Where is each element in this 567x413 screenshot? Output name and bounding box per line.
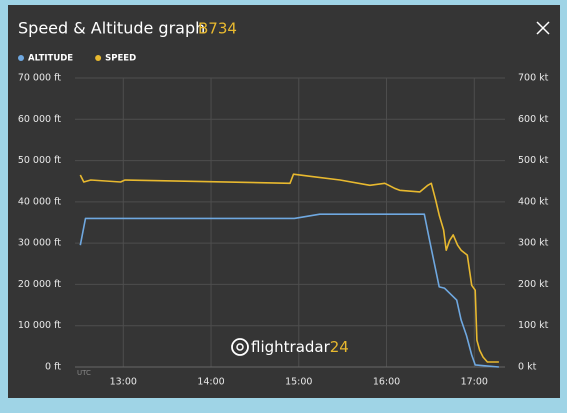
y-tick-label: 10 000 ft [18, 320, 61, 331]
y-tick-label: 70 000 ft [18, 73, 61, 84]
legend-swatch [18, 55, 24, 61]
x-axis-label: UTC [77, 369, 91, 377]
watermark-number: 24 [330, 338, 349, 356]
chart-subtitle: B734 [198, 20, 237, 38]
y2-tick-label: 100 kt [518, 320, 549, 331]
x-tick-label: 15:00 [285, 377, 312, 388]
y-tick-label: 50 000 ft [18, 155, 61, 166]
y-tick-label: 30 000 ft [18, 238, 61, 249]
y-tick-label: 0 ft [45, 362, 61, 373]
close-icon[interactable] [536, 21, 550, 35]
chart-title: Speed & Altitude graph [18, 19, 205, 38]
line-series [79, 173, 499, 363]
y2-tick-label: 0 kt [518, 362, 537, 373]
legend-label: ALTITUDE [28, 54, 73, 64]
watermark-brand: flightradar [251, 338, 331, 356]
legend-swatch [95, 55, 102, 61]
line-series [79, 213, 499, 368]
watermark-icon [231, 338, 249, 356]
y2-tick-label: 700 kt [518, 73, 549, 84]
x-tick-label: 16:00 [373, 377, 400, 388]
y-tick-label: 40 000 ft [18, 196, 61, 207]
x-tick-label: 14:00 [197, 377, 224, 388]
y2-tick-label: 400 kt [518, 196, 549, 207]
y2-tick-label: 500 kt [518, 155, 549, 166]
y-tick-label: 60 000 ft [18, 114, 61, 125]
grid [75, 77, 505, 368]
watermark-text: flightradar24 [251, 338, 349, 356]
close-button[interactable] [536, 21, 550, 35]
legend-label: SPEED [105, 54, 136, 64]
y2-tick-label: 600 kt [518, 114, 549, 125]
y-tick-label: 20 000 ft [18, 279, 61, 290]
y2-tick-label: 200 kt [518, 279, 549, 290]
watermark: flightradar24 [231, 338, 349, 356]
y2-tick-label: 300 kt [518, 238, 549, 249]
watermark-icon [236, 343, 244, 351]
x-tick-label: 17:00 [461, 377, 488, 388]
x-tick-label: 13:00 [110, 377, 137, 388]
